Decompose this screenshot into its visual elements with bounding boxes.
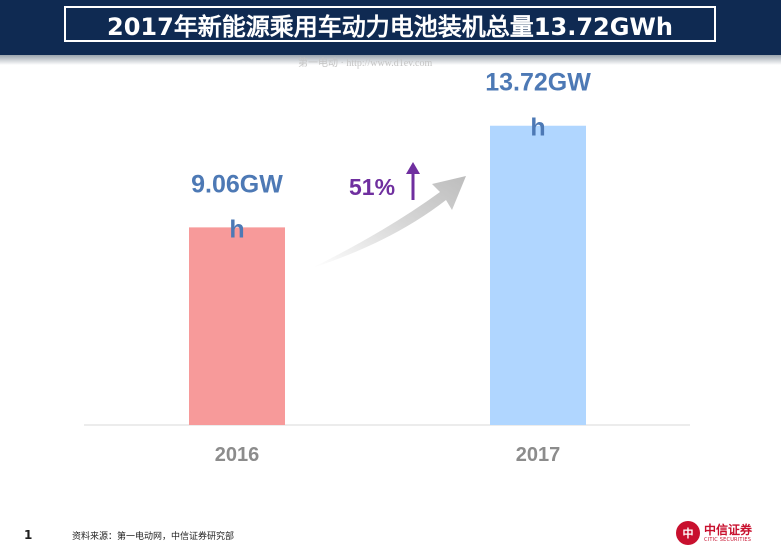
logo-name-cn: 中信证券 — [704, 522, 753, 537]
page-title: 2017年新能源乘用车动力电池装机总量13.72GWh — [107, 12, 673, 41]
data-label-2016-line1: 9.06GW — [191, 170, 283, 198]
watermark: 第一电动 · http://www.d1ev.com — [298, 58, 433, 69]
page-number: 1 — [24, 528, 33, 542]
header-bar: 2017年新能源乘用车动力电池装机总量13.72GWh — [0, 0, 781, 55]
growth-label: 51% — [349, 174, 395, 200]
x-tick-label-2016: 2016 — [215, 444, 260, 466]
bar-2016 — [189, 227, 285, 425]
title-frame: 2017年新能源乘用车动力电池装机总量13.72GWh — [64, 6, 716, 42]
data-label-2017-line1: 13.72GW — [485, 69, 591, 97]
bar-chart: 9.06GW h 2016 13.72GW h 2017 51% — [84, 69, 690, 466]
header-shadow — [0, 55, 781, 65]
growth-up-arrow-head — [406, 162, 420, 174]
growth-arrow — [312, 176, 466, 268]
data-label-2017-line2: h — [530, 114, 545, 142]
bar-2017 — [490, 125, 586, 426]
citic-logo: 中 中信证券 CITIC SECURITIES — [676, 521, 752, 545]
x-tick-label-2017: 2017 — [516, 444, 561, 466]
logo-name-en: CITIC SECURITIES — [704, 536, 752, 543]
citic-logo-mark: 中 — [676, 521, 700, 545]
data-label-2016-line2: h — [229, 215, 244, 243]
source-note: 资料来源：第一电动网，中信证券研究部 — [72, 532, 235, 542]
